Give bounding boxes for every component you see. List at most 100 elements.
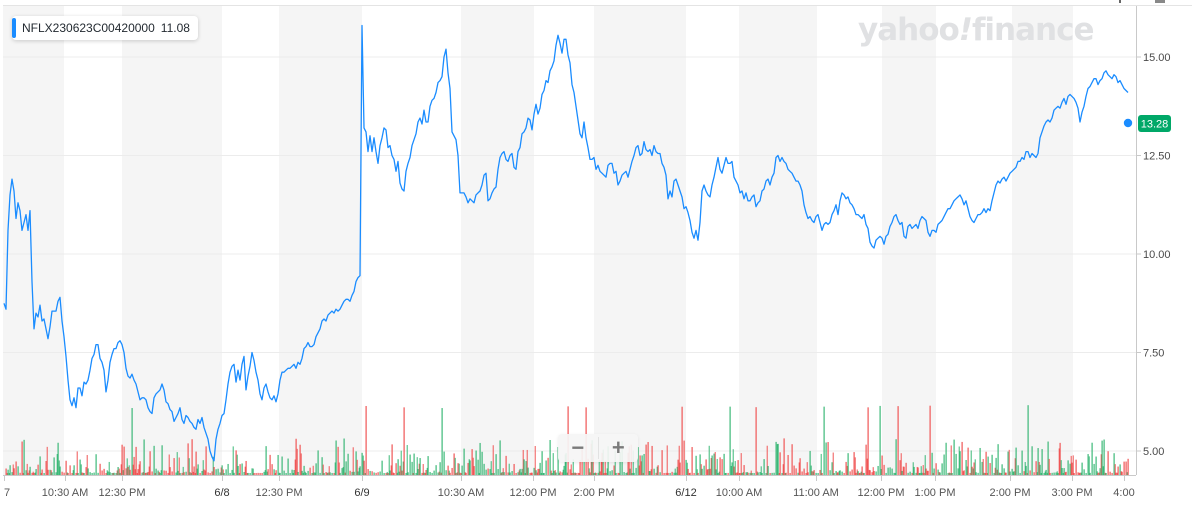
current-price-label: 13.28 [1141, 119, 1169, 131]
volume-bar [241, 463, 243, 475]
volume-bar [570, 464, 572, 475]
volume-bar [524, 472, 526, 475]
volume-bar [1031, 446, 1033, 475]
volume-bar [399, 465, 401, 475]
volume-bar [448, 470, 450, 475]
volume-bar [1026, 472, 1028, 475]
volume-bar [138, 464, 140, 475]
volume-bar [861, 466, 863, 475]
volume-bar [445, 470, 447, 475]
volume-bar [633, 472, 635, 475]
volume-bar [715, 469, 717, 475]
volume-bar [767, 465, 769, 475]
volume-bar [220, 467, 222, 475]
volume-bar [563, 465, 565, 475]
volume-bar [975, 472, 977, 475]
volume-bar [927, 470, 929, 475]
volume-bar [809, 450, 811, 475]
volume-bar [51, 472, 53, 475]
volume-bar [868, 469, 870, 475]
volume-bar [373, 472, 375, 475]
volume-bar [385, 472, 387, 475]
volume-bar [938, 472, 940, 475]
volume-bar [135, 446, 137, 475]
volume-bar [771, 472, 773, 475]
volume-bar [190, 472, 192, 475]
volume-bar [915, 472, 917, 475]
volume-bar [331, 472, 333, 475]
volume-bar [778, 472, 780, 475]
zoom-out-button[interactable]: − [558, 434, 598, 462]
volume-bar [67, 473, 69, 475]
volume-bar [588, 468, 590, 475]
volume-bar [862, 472, 864, 475]
volume-bar [1095, 456, 1097, 475]
toolbar-icon-fragment[interactable] [1119, 0, 1121, 3]
volume-bar [691, 447, 693, 475]
volume-bar [970, 450, 972, 475]
volume-bar [1003, 468, 1005, 475]
volume-bar [295, 438, 297, 475]
volume-bar [891, 468, 893, 475]
volume-bar [356, 459, 358, 475]
volume-bar [453, 453, 455, 475]
volume-bar [497, 469, 499, 475]
volume-bar [77, 472, 79, 475]
volume-bar [40, 472, 42, 475]
volume-bar [305, 472, 307, 475]
volume-bar [675, 472, 677, 475]
volume-bar [753, 472, 755, 475]
volume-bar [160, 470, 162, 475]
volume-bar [926, 470, 928, 475]
volume-bar [827, 442, 829, 475]
toolbar-icon-fragment[interactable] [1155, 0, 1165, 3]
volume-bar [222, 469, 224, 475]
volume-bar [832, 452, 834, 475]
volume-bar [1009, 471, 1011, 475]
volume-bar [810, 465, 812, 475]
volume-bar [142, 472, 144, 475]
volume-bar [995, 457, 997, 475]
series-legend[interactable]: NFLX230623C00420000 11.08 [12, 16, 198, 40]
volume-bar [379, 471, 381, 475]
volume-bar [500, 472, 502, 475]
volume-bar [981, 461, 983, 475]
volume-bar [837, 472, 839, 475]
volume-bar [959, 451, 961, 475]
volume-bar [221, 465, 223, 475]
volume-bar [12, 464, 14, 475]
volume-bar [143, 439, 145, 475]
x-time-label: 10:30 AM [438, 487, 484, 499]
volume-bar [869, 470, 871, 475]
volume-bar [859, 472, 861, 475]
volume-bar [817, 472, 819, 475]
volume-bar [1019, 472, 1021, 475]
volume-bar [65, 460, 67, 475]
volume-bar [197, 464, 199, 475]
volume-bar [395, 463, 397, 475]
volume-bar [443, 451, 445, 475]
zoom-in-button[interactable]: + [599, 434, 639, 462]
volume-bar [265, 446, 267, 475]
volume-bar [187, 443, 189, 475]
volume-bar [423, 472, 425, 475]
volume-bar [33, 472, 35, 475]
volume-bar [192, 471, 194, 475]
volume-bar [578, 472, 580, 475]
volume-bar [334, 462, 336, 475]
volume-bar [391, 444, 393, 475]
volume-bar [357, 471, 359, 475]
volume-bar [339, 472, 341, 475]
volume-bar [924, 455, 926, 475]
x-time-label: 2:00 PM [990, 487, 1031, 499]
volume-bar [757, 472, 759, 475]
volume-bar [317, 450, 319, 475]
volume-bar [783, 438, 785, 475]
volume-bar [920, 466, 922, 475]
volume-bar [304, 471, 306, 475]
volume-bar [1072, 455, 1074, 475]
volume-bar [1114, 464, 1116, 475]
session-band [882, 6, 936, 475]
